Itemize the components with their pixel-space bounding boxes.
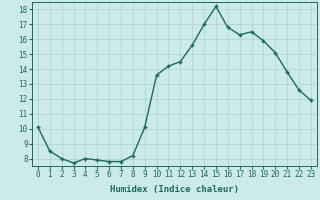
X-axis label: Humidex (Indice chaleur): Humidex (Indice chaleur) bbox=[110, 185, 239, 194]
